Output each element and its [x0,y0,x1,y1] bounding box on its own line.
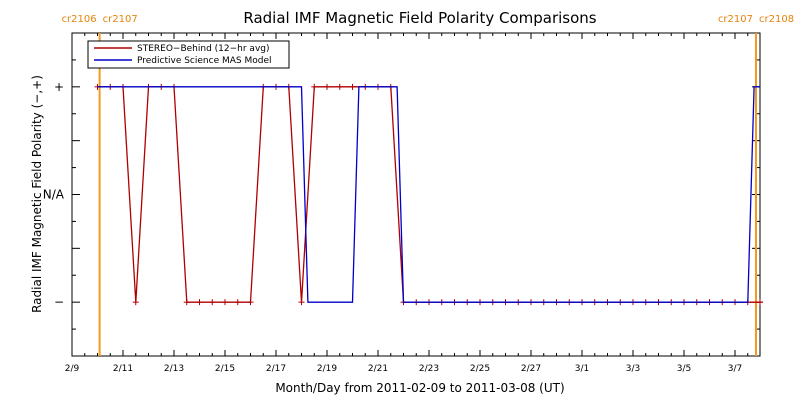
stereo-data-point [132,299,139,306]
y-axis-label: Radial IMF Magnetic Field Polarity (−,+) [30,75,44,313]
carrington-label-left: cr2107 [718,14,753,25]
x-tick-label: 3/1 [575,364,589,374]
plot-frame [71,32,761,357]
y-tick-label: N/A [43,188,65,202]
stereo-data-point [336,83,343,90]
stereo-data-point [324,83,330,90]
stereo-data-point [247,299,254,306]
legend-box [87,40,290,69]
stereo-behind-line [97,86,760,303]
legend-label-mas: Predictive Science MAS Model [137,56,272,66]
mas-model-line [97,86,760,303]
x-axis-label: Month/Day from 2011-02-09 to 2011-03-08 … [275,381,564,395]
x-tick-label: 2/23 [419,364,439,374]
stereo-data-point [349,83,356,90]
legend: STEREO−Behind (12−hr avg) Predictive Sci… [87,40,290,69]
x-tick-label: 2/9 [65,364,80,374]
x-tick-label: 3/3 [626,364,640,374]
stereo-data-point [234,299,241,306]
stereo-data-point [757,299,763,306]
x-tick-label: 3/5 [677,364,691,374]
carrington-label-right: cr2108 [759,14,794,25]
x-tick-label: 2/11 [113,364,133,374]
chart-title: Radial IMF Magnetic Field Polarity Compa… [243,9,596,27]
carrington-label-right: cr2107 [103,14,138,25]
stereo-data-point [311,83,318,90]
x-tick-label: 2/21 [368,364,388,374]
x-tick-label: 2/19 [317,364,337,374]
x-tick-label: 3/7 [728,364,742,374]
axis-ticks [71,32,760,357]
legend-label-stereo: STEREO−Behind (12−hr avg) [137,44,270,54]
x-tick-label: 2/13 [164,364,184,374]
stereo-data-point [298,299,305,306]
carrington-label-left: cr2106 [62,14,97,25]
x-tick-labels: 2/9 2/11 2/13 2/15 2/17 2/19 2/21 2/23 2/25 2/27 3… [65,364,742,374]
x-tick-label: 2/27 [521,364,541,374]
x-tick-label: 2/17 [266,364,286,374]
stereo-data-point [183,299,190,306]
stereo-data-point [209,299,216,306]
x-tick-label: 2/15 [215,364,235,374]
plot-border [71,32,761,357]
stereo-data-point [222,299,228,306]
y-tick-label: + [54,80,64,94]
stereo-data-point [196,299,203,306]
series-lines [94,83,763,306]
x-tick-label: 2/25 [470,364,490,374]
y-tick-labels: + N/A − [43,80,65,309]
y-tick-label: − [54,295,64,309]
